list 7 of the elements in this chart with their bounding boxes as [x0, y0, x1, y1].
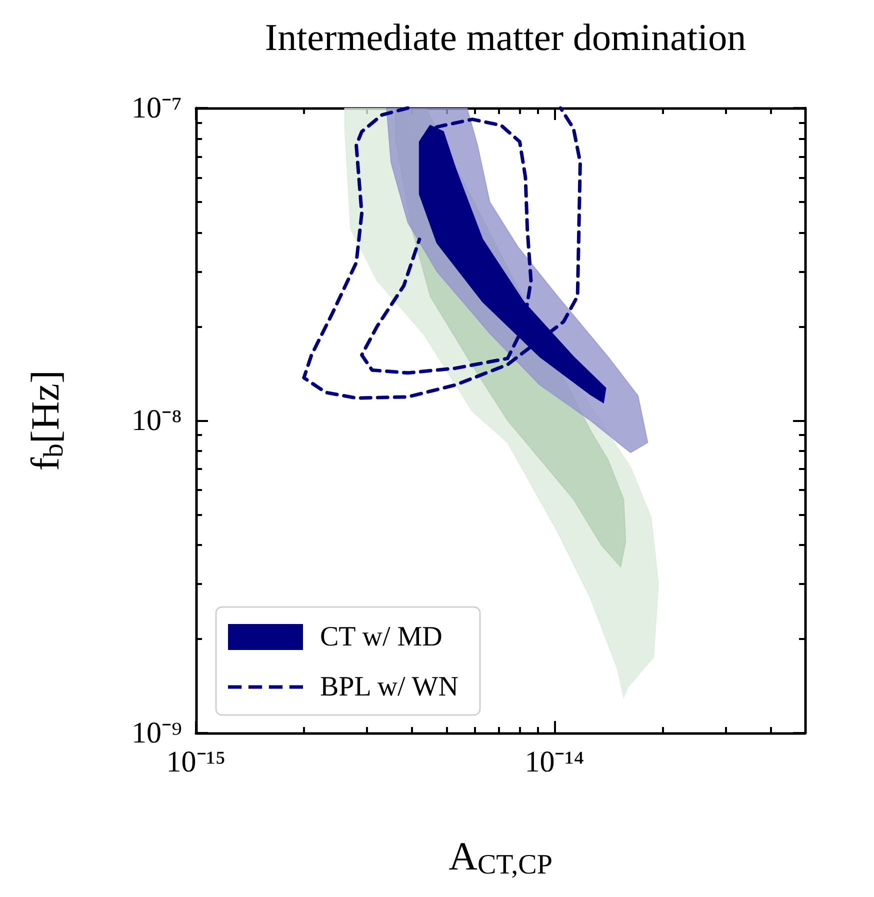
x-tick-label: 10⁻¹⁴	[524, 746, 584, 778]
legend-label: BPL w/ WN	[320, 672, 458, 702]
legend-label: CT w/ MD	[320, 622, 442, 652]
y-axis-title: fb[Hz]	[22, 370, 70, 471]
chart-title: Intermediate matter domination	[264, 17, 746, 59]
y-tick-label: 10⁻⁷	[132, 92, 182, 124]
y-tick-label: 10⁻⁸	[132, 404, 182, 437]
